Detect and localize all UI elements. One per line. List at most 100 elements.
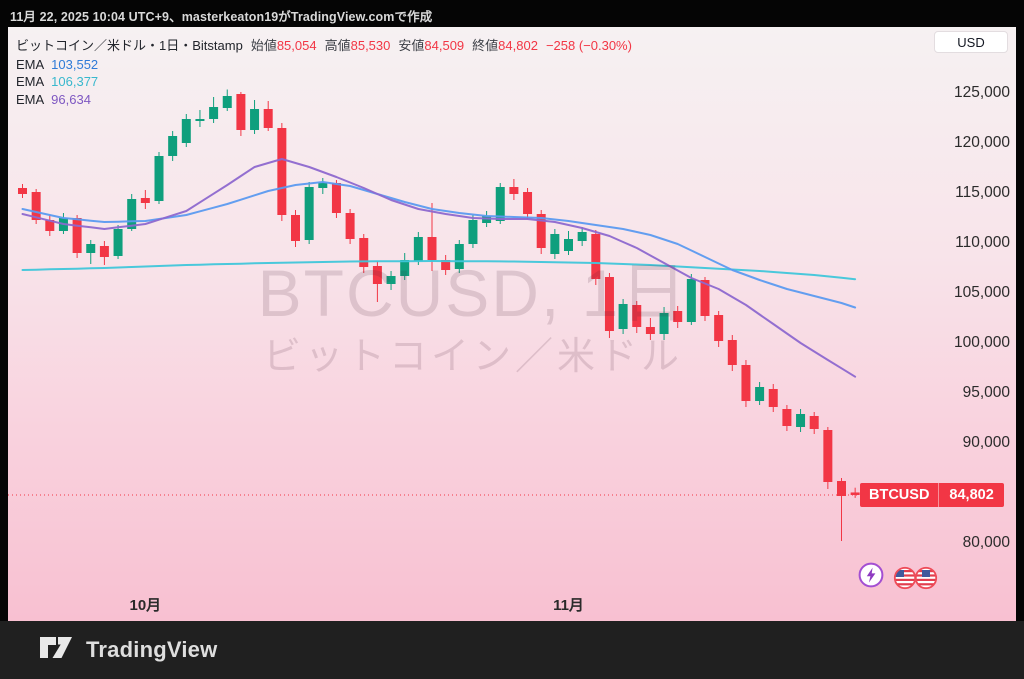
open-value: 85,054: [276, 38, 317, 53]
candle: [564, 239, 573, 251]
attribution-text: 11月 22, 2025 10:04 UTC+9、masterkeaton19が…: [10, 10, 433, 24]
candle: [755, 387, 765, 401]
candle: [850, 492, 860, 495]
currency-button[interactable]: USD: [934, 31, 1008, 53]
candle: [837, 481, 846, 496]
open-label: 始値: [250, 38, 277, 53]
candle: [536, 214, 546, 248]
candle: [263, 109, 273, 128]
low-value: 84,509: [424, 38, 465, 53]
candle: [782, 409, 792, 426]
candle: [195, 119, 205, 121]
brand-name[interactable]: TradingView: [86, 637, 218, 662]
candle: [18, 188, 27, 194]
candle: [796, 414, 806, 427]
ema-line: [21, 158, 857, 378]
candle: [304, 187, 314, 240]
ema-row-3[interactable]: EMA 96,634: [16, 92, 632, 107]
low-label: 安値: [398, 38, 425, 53]
high-value: 85,530: [350, 38, 391, 53]
ema-value-purple: 96,634: [51, 91, 91, 107]
chart-badges: [858, 562, 938, 593]
candle: [400, 260, 410, 276]
candle: [741, 365, 751, 401]
price-tick-label: 90,000: [962, 434, 1010, 451]
ema-value-cyan: 106,377: [51, 74, 99, 89]
lightning-badge-icon[interactable]: [858, 562, 884, 593]
candle: [427, 237, 437, 260]
ema-row-1[interactable]: EMA 103,552: [16, 57, 632, 72]
symbol-ohlc-row[interactable]: ビットコイン／米ドル・1日・Bitstamp 始値85,054 高値85,530 安値…: [16, 35, 632, 54]
candle: [154, 156, 164, 201]
candle: [181, 119, 191, 143]
attribution-bar: 11月 22, 2025 10:04 UTC+9、masterkeaton19が…: [0, 0, 1024, 27]
candle: [45, 220, 55, 231]
time-tick-label: 10月: [129, 597, 162, 614]
price-tick-label: 115,000: [955, 184, 1010, 201]
change-value: −258 (−0.30%): [545, 38, 632, 53]
candle: [113, 229, 123, 256]
price-scale[interactable]: 125,000 120,000 115,000 110,000 105,000 100,0…: [930, 27, 1016, 587]
candle: [168, 136, 178, 156]
ema-value-blue: 103,552: [51, 56, 99, 72]
price-tick-label: 100,000: [953, 334, 1010, 351]
price-tick-label: 125,000: [953, 84, 1010, 101]
ema-line: [21, 260, 857, 281]
candle: [291, 215, 300, 241]
candle: [140, 198, 150, 203]
legend: ビットコイン／米ドル・1日・Bitstamp 始値85,054 高値85,530 安値…: [16, 35, 632, 107]
candle: [495, 187, 505, 221]
candle: [127, 199, 137, 229]
candle: [386, 276, 396, 284]
candle: [372, 266, 382, 284]
candle: [673, 311, 683, 322]
symbol-description[interactable]: ビットコイン／米ドル・1日・Bitstamp: [16, 38, 243, 53]
candle: [823, 430, 833, 482]
ema-row-2[interactable]: EMA 106,377: [16, 74, 632, 89]
candle: [99, 246, 109, 257]
candle: [768, 389, 778, 407]
candle: [441, 260, 451, 270]
candle: [550, 234, 560, 254]
candle: [468, 220, 478, 244]
candle: [700, 280, 710, 316]
price-tick-label: 105,000: [953, 284, 1010, 301]
last-price-tag: BTCUSD 84,802: [860, 482, 1004, 507]
high-label: 高値: [324, 38, 351, 53]
candle: [86, 244, 96, 253]
candle: [809, 416, 819, 429]
candle: [222, 96, 232, 108]
candle: [209, 107, 219, 119]
candle: [727, 340, 737, 365]
candle: [318, 183, 328, 188]
candle: [359, 238, 369, 267]
candle: [523, 192, 533, 214]
ema-label: EMA: [16, 74, 45, 89]
time-scale[interactable]: 10月 11月: [8, 591, 928, 621]
close-label: 終値: [472, 38, 499, 53]
candle: [277, 128, 287, 215]
candle: [577, 232, 587, 241]
candle: [632, 305, 642, 327]
candle: [714, 315, 724, 341]
candle: [591, 234, 601, 279]
candle: [413, 237, 423, 261]
candle: [604, 277, 614, 331]
ema-label: EMA: [16, 91, 45, 107]
candle: [618, 304, 628, 329]
price-tick-label: 80,000: [962, 534, 1010, 551]
candle: [31, 192, 41, 220]
chart-canvas[interactable]: [8, 27, 1016, 621]
candle: [659, 313, 669, 334]
candle: [236, 94, 246, 130]
candle: [331, 183, 341, 213]
candle: [645, 327, 655, 334]
ema-label: EMA: [16, 56, 45, 72]
us-flag-pair-icon[interactable]: [893, 566, 938, 590]
candle: [72, 218, 82, 253]
tradingview-logo-icon[interactable]: [38, 634, 74, 666]
candle: [509, 187, 519, 194]
time-tick-label: 11月: [553, 597, 584, 614]
price-tick-label: 110,000: [955, 234, 1010, 251]
price-tick-label: 120,000: [953, 134, 1010, 151]
